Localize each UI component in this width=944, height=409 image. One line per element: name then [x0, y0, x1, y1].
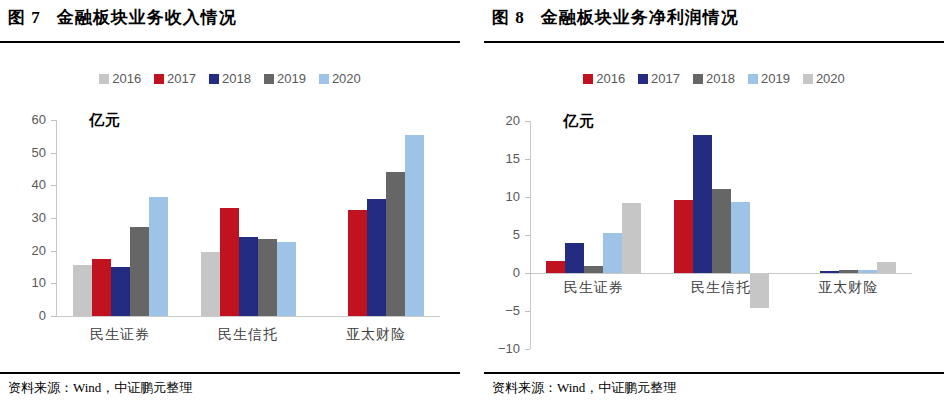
- y-tick-mark: [525, 197, 530, 198]
- bar-亚太财险-2017: [820, 271, 839, 273]
- bar-亚太财险-2019: [858, 270, 877, 273]
- figure-8-panel: 图 8金融板块业务净利润情况 20162017201820192020 亿元 2…: [484, 0, 944, 409]
- figure-panels: 图 7金融板块业务收入情况 20162017201820192020 亿元 60…: [0, 0, 944, 409]
- x-category-label: 民生证券: [530, 279, 657, 297]
- y-tick-mark: [525, 311, 530, 312]
- figure-7-panel: 图 7金融板块业务收入情况 20162017201820192020 亿元 60…: [0, 0, 460, 409]
- bar-民生证券-2016: [546, 261, 565, 273]
- y-tick-mark: [51, 185, 56, 186]
- bar-民生信托-2020: [277, 242, 296, 316]
- bar-chart-plot: 20151050−5−10民生证券民生信托亚太财险: [484, 0, 944, 409]
- y-axis-line: [530, 121, 531, 349]
- x-category-label: 民生信托: [184, 326, 312, 344]
- source-divider: [0, 372, 460, 374]
- bar-民生证券-2017: [92, 259, 111, 316]
- y-tick-mark: [51, 283, 56, 284]
- y-tick-label: 0: [484, 265, 520, 281]
- y-tick-mark: [525, 349, 530, 350]
- bar-民生信托-2019: [258, 239, 277, 316]
- y-tick-label: 20: [10, 243, 46, 259]
- source-text: 资料来源：Wind，中证鹏元整理: [492, 379, 676, 397]
- y-tick-mark: [525, 159, 530, 160]
- bar-民生信托-2017: [693, 135, 712, 273]
- y-tick-label: 15: [484, 151, 520, 167]
- y-tick-label: 10: [484, 189, 520, 205]
- bar-亚太财险-2020: [877, 262, 896, 273]
- y-tick-label: 50: [10, 145, 46, 161]
- y-tick-label: 20: [484, 113, 520, 129]
- y-tick-label: 40: [10, 177, 46, 193]
- x-axis-baseline: [56, 316, 440, 317]
- bar-民生信托-2020: [750, 274, 769, 308]
- bar-民生证券-2019: [603, 233, 622, 273]
- bar-民生信托-2018: [712, 189, 731, 273]
- x-category-label: 民生证券: [56, 326, 184, 344]
- bar-亚太财险-2018: [367, 199, 386, 316]
- y-tick-mark: [51, 153, 56, 154]
- source-divider: [484, 372, 944, 374]
- y-tick-label: 0: [10, 308, 46, 324]
- y-tick-mark: [525, 121, 530, 122]
- report-figures-page: 图 7金融板块业务收入情况 20162017201820192020 亿元 60…: [0, 0, 944, 409]
- y-tick-mark: [51, 218, 56, 219]
- x-category-label: 亚太财险: [785, 279, 912, 297]
- x-axis-baseline: [530, 273, 912, 274]
- y-tick-label: 5: [484, 227, 520, 243]
- y-tick-label: −5: [484, 303, 520, 319]
- bar-亚太财险-2018: [839, 270, 858, 273]
- bar-亚太财险-2019: [386, 172, 405, 316]
- x-category-label: 亚太财险: [312, 326, 440, 344]
- y-axis-unit-label: 亿元: [89, 111, 121, 130]
- bar-民生信托-2018: [239, 237, 258, 316]
- bar-民生信托-2017: [220, 208, 239, 316]
- y-tick-label: 60: [10, 112, 46, 128]
- y-tick-mark: [525, 235, 530, 236]
- bar-民生证券-2018: [111, 267, 130, 316]
- y-tick-mark: [51, 316, 56, 317]
- y-tick-label: 30: [10, 210, 46, 226]
- bar-民生证券-2018: [584, 266, 603, 273]
- bar-民生信托-2019: [731, 202, 750, 273]
- bar-民生证券-2020: [622, 203, 641, 273]
- bar-民生证券-2019: [130, 227, 149, 316]
- y-tick-mark: [525, 273, 530, 274]
- source-text: 资料来源：Wind，中证鹏元整理: [8, 379, 192, 397]
- bar-民生信托-2016: [674, 200, 693, 273]
- bar-民生证券-2020: [149, 197, 168, 316]
- bar-民生证券-2017: [565, 243, 584, 273]
- bar-chart-plot: 60 50 40 30 20 10 0 民生证券民生信托亚太财险: [0, 0, 460, 409]
- bar-亚太财险-2017: [348, 210, 367, 316]
- bar-亚太财险-2020: [405, 135, 424, 316]
- y-tick-mark: [51, 120, 56, 121]
- y-tick-mark: [51, 251, 56, 252]
- bar-民生证券-2016: [73, 265, 92, 316]
- y-axis-unit-label: 亿元: [563, 112, 595, 131]
- bar-民生信托-2016: [201, 252, 220, 316]
- y-axis-line: [56, 120, 57, 316]
- y-tick-label: 10: [10, 275, 46, 291]
- y-tick-label: −10: [484, 341, 520, 357]
